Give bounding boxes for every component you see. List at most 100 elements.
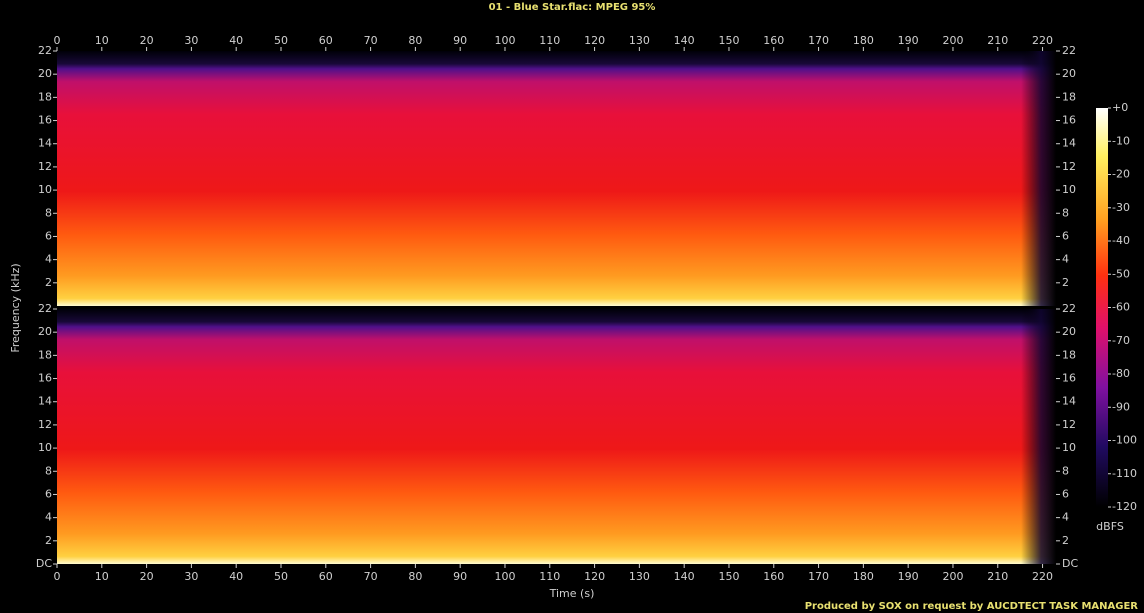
y-tick-label-right: 14 [1062, 137, 1076, 150]
y-tick-label-left: 22 [38, 44, 52, 57]
y-tick-label-right: 18 [1062, 348, 1076, 361]
colorbar-tick-label: -20 [1112, 168, 1130, 181]
y-tick-label-right: 6 [1062, 229, 1069, 242]
y-tick-label-left: 10 [38, 183, 52, 196]
y-tick-label-left: 4 [45, 511, 52, 524]
y-tick-label-left: DC [36, 557, 52, 570]
y-tick-label-right: 22 [1062, 44, 1076, 57]
y-tick-label-left: 12 [38, 418, 52, 431]
x-tick-label-bottom: 210 [987, 570, 1008, 583]
y-tick-label-left: 4 [45, 253, 52, 266]
x-tick-label-top: 210 [987, 34, 1008, 47]
colorbar-tick-label: -120 [1112, 500, 1137, 513]
x-tick-label-top: 70 [364, 34, 378, 47]
y-tick-label-left: 14 [38, 395, 52, 408]
x-tick-label-bottom: 120 [584, 570, 605, 583]
y-tick-label-left: 16 [38, 114, 52, 127]
y-tick-label-left: 22 [38, 302, 52, 315]
y-tick-label-left: 20 [38, 67, 52, 80]
x-tick-label-top: 10 [95, 34, 109, 47]
colorbar-tick-label: -40 [1112, 234, 1130, 247]
y-tick-label-right: 2 [1062, 276, 1069, 289]
plot-area [57, 51, 1056, 564]
footer: Produced by SOX on request by AUCDTECT T… [805, 601, 1139, 612]
y-tick-label-right: 12 [1062, 160, 1076, 173]
x-tick-label-top: 220 [1032, 34, 1053, 47]
colorbar-tick-label: -110 [1112, 467, 1137, 480]
colorbar-tick-label: -10 [1112, 134, 1130, 147]
x-tick-label-bottom: 50 [274, 570, 288, 583]
x-tick-label-top: 40 [229, 34, 243, 47]
y-tick-label-right: 16 [1062, 372, 1076, 385]
colorbar-tick-label: -60 [1112, 301, 1130, 314]
colorbar-label: dBFS [1096, 520, 1124, 533]
x-tick-label-top: 80 [408, 34, 422, 47]
colorbar [1096, 108, 1108, 507]
fade-bottom [57, 309, 1056, 564]
colorbar-tick-label: -80 [1112, 367, 1130, 380]
colorbar-tick-label: -90 [1112, 400, 1130, 413]
x-tick-label-top: 130 [629, 34, 650, 47]
y-tick-label-right: 16 [1062, 114, 1076, 127]
x-tick-label-top: 100 [494, 34, 515, 47]
colorbar-tick-label: -30 [1112, 201, 1130, 214]
y-tick-label-left: 8 [45, 206, 52, 219]
x-tick-label-top: 190 [898, 34, 919, 47]
chart-title: 01 - Blue Star.flac: MPEG 95% [489, 2, 656, 13]
x-tick-label-top: 160 [763, 34, 784, 47]
x-tick-label-bottom: 110 [539, 570, 560, 583]
x-tick-label-bottom: 10 [95, 570, 109, 583]
x-tick-label-top: 30 [184, 34, 198, 47]
colorbar-tick-label: -100 [1112, 434, 1137, 447]
x-tick-label-top: 150 [718, 34, 739, 47]
x-tick-label-top: 60 [319, 34, 333, 47]
y-tick-label-right: 20 [1062, 325, 1076, 338]
x-tick-label-top: 120 [584, 34, 605, 47]
fade-top [57, 51, 1056, 306]
x-tick-label-top: 110 [539, 34, 560, 47]
y-tick-label-left: 18 [38, 90, 52, 103]
y-tick-label-left: 10 [38, 441, 52, 454]
y-tick-label-left: 16 [38, 372, 52, 385]
x-tick-label-bottom: 60 [319, 570, 333, 583]
x-tick-label-top: 20 [140, 34, 154, 47]
x-tick-label-bottom: 20 [140, 570, 154, 583]
colorbar-tick-label: +0 [1112, 101, 1128, 114]
y-tick-label-right: 22 [1062, 302, 1076, 315]
colorbar-tick-label: -70 [1112, 334, 1130, 347]
x-tick-label-top: 180 [853, 34, 874, 47]
x-tick-label-bottom: 140 [674, 570, 695, 583]
y-tick-label-right: 10 [1062, 183, 1076, 196]
y-tick-label-left: 14 [38, 137, 52, 150]
y-tick-label-left: 2 [45, 276, 52, 289]
y-tick-label-right: 12 [1062, 418, 1076, 431]
y-tick-label-right: 20 [1062, 67, 1076, 80]
y-tick-label-left: 20 [38, 325, 52, 338]
x-tick-label-top: 90 [453, 34, 467, 47]
x-tick-label-bottom: 40 [229, 570, 243, 583]
y-tick-label-right: 6 [1062, 487, 1069, 500]
x-tick-label-bottom: 170 [808, 570, 829, 583]
x-tick-label-bottom: 100 [494, 570, 515, 583]
x-tick-label-top: 140 [674, 34, 695, 47]
y-tick-label-left: 18 [38, 348, 52, 361]
x-tick-label-bottom: 160 [763, 570, 784, 583]
x-tick-label-bottom: 90 [453, 570, 467, 583]
x-tick-label-bottom: 70 [364, 570, 378, 583]
y-tick-label-right: 18 [1062, 90, 1076, 103]
colorbar-tick-label: -50 [1112, 267, 1130, 280]
x-axis-label: Time (s) [549, 587, 595, 600]
x-tick-label-top: 170 [808, 34, 829, 47]
y-tick-label-left: 12 [38, 160, 52, 173]
x-tick-label-bottom: 0 [54, 570, 61, 583]
y-tick-label-left: 6 [45, 487, 52, 500]
x-tick-label-bottom: 130 [629, 570, 650, 583]
x-tick-label-bottom: 150 [718, 570, 739, 583]
x-tick-label-bottom: 180 [853, 570, 874, 583]
x-tick-label-bottom: 80 [408, 570, 422, 583]
x-tick-label-bottom: 220 [1032, 570, 1053, 583]
y-tick-label-right: 4 [1062, 253, 1069, 266]
x-tick-label-bottom: 190 [898, 570, 919, 583]
y-tick-label-right: 14 [1062, 395, 1076, 408]
